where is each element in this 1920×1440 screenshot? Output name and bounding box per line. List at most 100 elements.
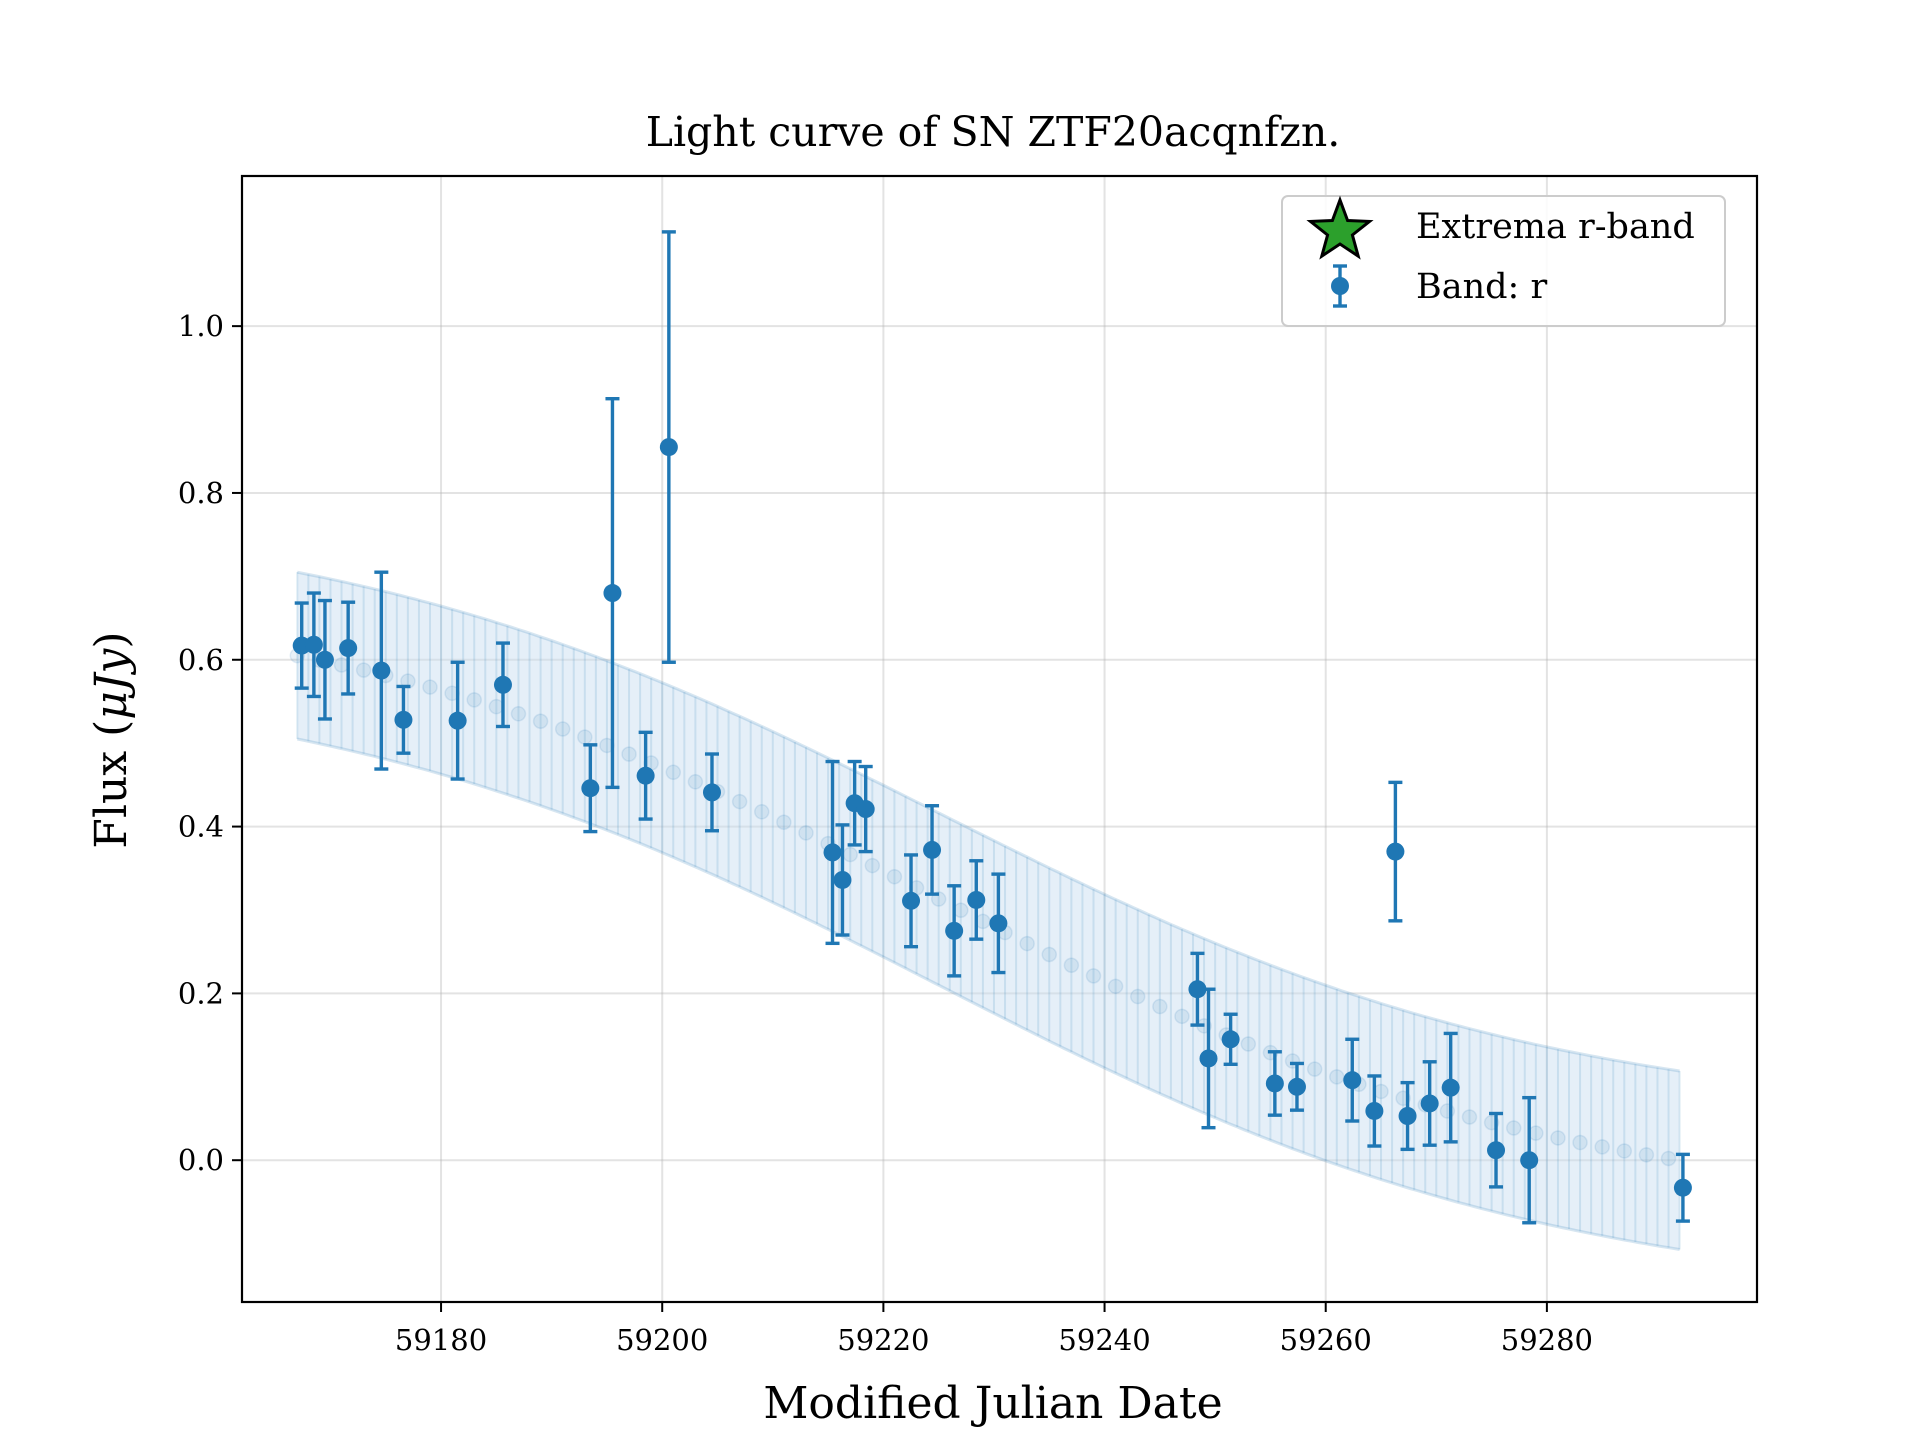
- model-mean-marker: [1306, 1061, 1323, 1077]
- data-point: [292, 601, 311, 690]
- model-mean-marker: [1550, 1130, 1566, 1146]
- model-mean-marker: [1041, 946, 1058, 963]
- model-band-fill: [297, 572, 1680, 1250]
- data-marker: [1199, 1049, 1218, 1068]
- model-mean-marker: [1660, 1150, 1677, 1167]
- y-tick-label: 0.6: [178, 643, 224, 677]
- y-axis-title-close: ): [86, 631, 137, 648]
- data-point: [823, 759, 842, 946]
- data-marker: [372, 661, 391, 680]
- x-tick-label: 59240: [1058, 1323, 1150, 1357]
- model-mean-marker: [776, 814, 792, 830]
- x-tick-label: 59180: [395, 1323, 487, 1357]
- model-mean-marker: [1528, 1125, 1544, 1141]
- data-point: [702, 752, 721, 833]
- data-point: [493, 641, 512, 729]
- model-mean-marker: [1129, 988, 1146, 1005]
- data-point: [603, 396, 622, 790]
- data-point: [1520, 1095, 1539, 1225]
- model-mean-marker: [687, 774, 704, 790]
- data-point: [967, 859, 986, 941]
- model-mean-marker: [886, 868, 903, 885]
- data-point: [1265, 1050, 1284, 1117]
- data-point: [1365, 1074, 1384, 1148]
- data-marker: [304, 635, 323, 654]
- y-tick-label: 0.0: [178, 1143, 224, 1177]
- data-point: [1221, 1012, 1240, 1066]
- model-mean-marker: [422, 679, 438, 695]
- data-marker: [1441, 1078, 1460, 1097]
- model-mean-marker: [1373, 1083, 1389, 1100]
- x-axis-title: Modified Julian Date: [763, 1378, 1222, 1429]
- data-point: [902, 853, 921, 949]
- legend-label-band-r: Band: r: [1416, 267, 1547, 307]
- data-marker: [636, 766, 655, 785]
- data-marker: [659, 438, 678, 457]
- model-mean-marker: [1107, 978, 1124, 995]
- data-point: [1673, 1152, 1692, 1223]
- y-axis-title: Flux (μJy): [86, 631, 137, 848]
- data-marker: [1188, 980, 1207, 999]
- data-point: [1199, 987, 1218, 1130]
- model-mean-marker: [731, 793, 748, 810]
- y-tick-label: 0.8: [178, 476, 224, 510]
- plot-frame: [240, 174, 1759, 1304]
- data-point: [1487, 1111, 1506, 1189]
- data-point: [833, 823, 852, 937]
- data-point: [1188, 951, 1207, 1027]
- data-marker: [833, 870, 852, 889]
- model-mean-marker: [753, 804, 770, 820]
- data-point: [1441, 1031, 1460, 1144]
- data-point: [1398, 1080, 1417, 1152]
- model-mean-marker: [842, 846, 858, 863]
- model-mean-marker: [577, 729, 593, 745]
- model-mean-marker: [1638, 1147, 1655, 1163]
- data-marker: [1487, 1141, 1506, 1160]
- data-marker: [989, 914, 1008, 933]
- x-tick-label: 59220: [837, 1323, 929, 1357]
- data-point: [339, 600, 358, 696]
- data-marker: [945, 921, 964, 940]
- data-marker: [967, 890, 986, 909]
- data-point: [856, 764, 875, 854]
- model-mean-marker: [1174, 1008, 1190, 1025]
- grid: [242, 176, 1757, 1302]
- legend: Extrema r-band Band: r: [1281, 195, 1726, 327]
- data-point: [989, 872, 1008, 975]
- x-tick-label: 59280: [1501, 1323, 1593, 1357]
- data-marker: [1420, 1094, 1439, 1113]
- data-marker: [923, 840, 942, 859]
- model-mean-marker: [798, 825, 814, 841]
- x-axis-ticks: 59180 59200 59220 59240 59260 59280: [395, 1302, 1593, 1357]
- data-marker: [493, 675, 512, 694]
- data-point: [315, 598, 334, 721]
- data-marker: [1673, 1178, 1692, 1197]
- data-marker: [823, 843, 842, 862]
- model-mean-marker: [1063, 957, 1080, 974]
- data-marker: [1386, 842, 1405, 861]
- x-tick-label: 59200: [616, 1323, 708, 1357]
- model-mean-marker: [1240, 1036, 1257, 1052]
- model-mean-marker: [665, 764, 682, 781]
- data-marker: [1398, 1107, 1417, 1126]
- model-band-lower: [297, 737, 1680, 1251]
- model-mean-marker: [554, 721, 571, 737]
- model-mean-marker: [1616, 1143, 1633, 1159]
- data-marker: [856, 800, 875, 819]
- model-mean-marker: [466, 692, 482, 708]
- model-mean-marker: [864, 857, 881, 874]
- legend-box: [1281, 195, 1726, 327]
- data-marker: [902, 891, 921, 910]
- y-axis-title-text: Flux (: [86, 720, 137, 849]
- data-marker: [1365, 1101, 1384, 1120]
- data-marker: [1265, 1074, 1284, 1093]
- data-point: [923, 804, 942, 896]
- data-marker: [581, 779, 600, 798]
- x-tick-label: 59260: [1280, 1323, 1372, 1357]
- data-point: [581, 743, 600, 834]
- model-mean-marker: [1085, 968, 1102, 984]
- model-band-upper: [297, 570, 1680, 1073]
- model-mean-marker: [621, 746, 637, 762]
- model-mean-marker: [975, 913, 991, 930]
